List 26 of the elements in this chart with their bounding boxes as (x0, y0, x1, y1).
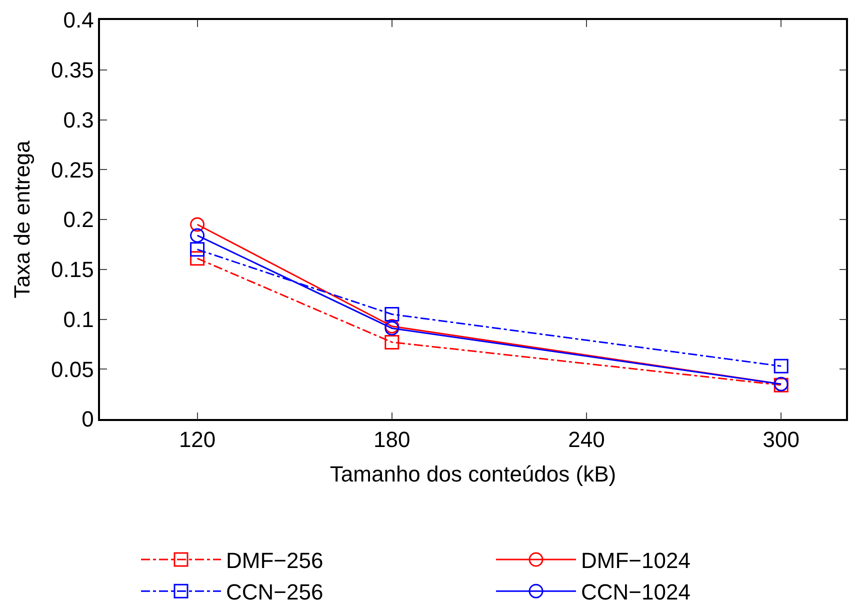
y-tick-label: 0 (82, 406, 94, 432)
x-tick-label: 180 (374, 427, 410, 452)
y-tick-label: 0.25 (51, 157, 94, 182)
legend-label: CCN−256 (226, 580, 324, 605)
point (384, 307, 400, 322)
y-axis-title: Taxa de entrega (9, 140, 34, 298)
x-tick-label: 240 (568, 427, 605, 452)
legend-label: DMF−1024 (581, 548, 690, 574)
x-axis-title: Tamanho dos conteúdos (kB) (330, 462, 616, 487)
y-tick-label: 0.4 (63, 8, 94, 33)
y-tick-label: 0.3 (63, 107, 94, 132)
y-tick-label: 0.05 (51, 356, 94, 382)
legend-label: DMF−256 (226, 548, 324, 574)
y-tick-label: 0.2 (63, 207, 94, 232)
x-tick-label: 120 (178, 427, 216, 452)
y-tick-label: 0.1 (63, 306, 94, 332)
y-tick-label: 0.35 (51, 58, 94, 83)
x-tick-label: 300 (762, 427, 800, 452)
legend-label: CCN−1024 (581, 580, 690, 605)
point (384, 334, 400, 350)
y-tick-label: 0.15 (51, 257, 94, 282)
point (190, 251, 205, 266)
point (190, 217, 205, 232)
point (190, 228, 205, 243)
point (190, 242, 205, 257)
point (774, 358, 788, 374)
